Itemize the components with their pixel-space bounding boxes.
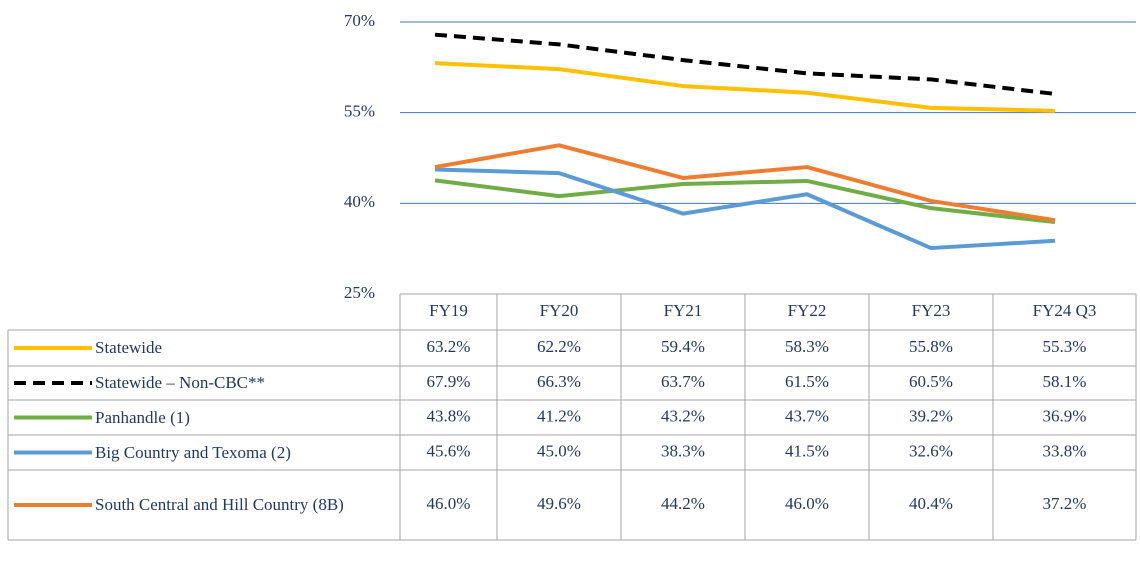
legend-label: Panhandle (1) — [95, 407, 190, 427]
legend-label-box: South Central and Hill Country (8B) — [95, 470, 398, 540]
data-label: 59.4% — [661, 337, 705, 356]
data-label: 55.8% — [909, 337, 953, 356]
y-tick-label: 55% — [344, 102, 375, 121]
series-line — [434, 167, 1056, 251]
data-label: 43.7% — [785, 406, 829, 425]
data-label: 38.3% — [661, 441, 705, 460]
data-label: 36.9% — [1043, 406, 1087, 425]
data-label: 67.9% — [427, 372, 471, 391]
x-tick-label: FY20 — [540, 301, 579, 320]
y-tick-label: 40% — [344, 192, 375, 211]
data-label: 40.4% — [909, 494, 953, 513]
data-label: 55.3% — [1043, 337, 1087, 356]
data-label: 58.1% — [1043, 372, 1087, 391]
data-label: 45.0% — [537, 441, 581, 460]
legend-label: Big Country and Texoma (2) — [95, 442, 291, 462]
legend-label: South Central and Hill Country (8B) — [95, 495, 344, 514]
series-line — [434, 178, 1056, 225]
legend-label: Statewide – Non-CBC** — [95, 373, 265, 392]
data-label: 37.2% — [1043, 494, 1087, 513]
x-tick-label: FY22 — [788, 301, 827, 320]
series-line — [434, 61, 1056, 113]
legend-label-box: Statewide — [95, 330, 398, 366]
data-label: 49.6% — [537, 494, 581, 513]
data-label: 61.5% — [785, 372, 829, 391]
data-label: 66.3% — [537, 372, 581, 391]
legend-cell: Big Country and Texoma (2) — [95, 435, 398, 470]
data-label: 43.8% — [427, 406, 471, 425]
data-label: 44.2% — [661, 494, 705, 513]
data-label: 43.2% — [661, 406, 705, 425]
data-label: 46.0% — [785, 494, 829, 513]
data-label: 46.0% — [427, 494, 471, 513]
legend-cell: South Central and Hill Country (8B) — [95, 470, 398, 540]
data-label: 32.6% — [909, 441, 953, 460]
series-line — [434, 32, 1056, 96]
data-label: 60.5% — [909, 372, 953, 391]
data-label: 58.3% — [785, 337, 829, 356]
x-tick-label: FY19 — [429, 301, 468, 320]
data-label: 33.8% — [1043, 441, 1087, 460]
y-tick-label: 25% — [344, 283, 375, 302]
x-tick-label: FY23 — [912, 301, 951, 320]
data-label: 63.2% — [427, 337, 471, 356]
data-label: 41.5% — [785, 441, 829, 460]
legend-label-box: Big Country and Texoma (2) — [95, 435, 398, 470]
legend-cell: Statewide – Non-CBC** — [95, 366, 398, 400]
legend-cell: Panhandle (1) — [95, 400, 398, 435]
series-line — [434, 143, 1056, 223]
legend-label: Statewide — [95, 338, 163, 357]
y-tick-label: 70% — [344, 11, 375, 30]
x-tick-label: FY24 Q3 — [1033, 301, 1097, 320]
data-label: 41.2% — [537, 406, 581, 425]
legend-cell: Statewide — [95, 330, 398, 366]
data-label: 39.2% — [909, 406, 953, 425]
data-label: 63.7% — [661, 372, 705, 391]
legend-label-box: Statewide – Non-CBC** — [95, 366, 398, 400]
x-tick-label: FY21 — [664, 301, 703, 320]
data-label: 45.6% — [427, 441, 471, 460]
legend-label-box: Panhandle (1) — [95, 400, 398, 435]
data-label: 62.2% — [537, 337, 581, 356]
